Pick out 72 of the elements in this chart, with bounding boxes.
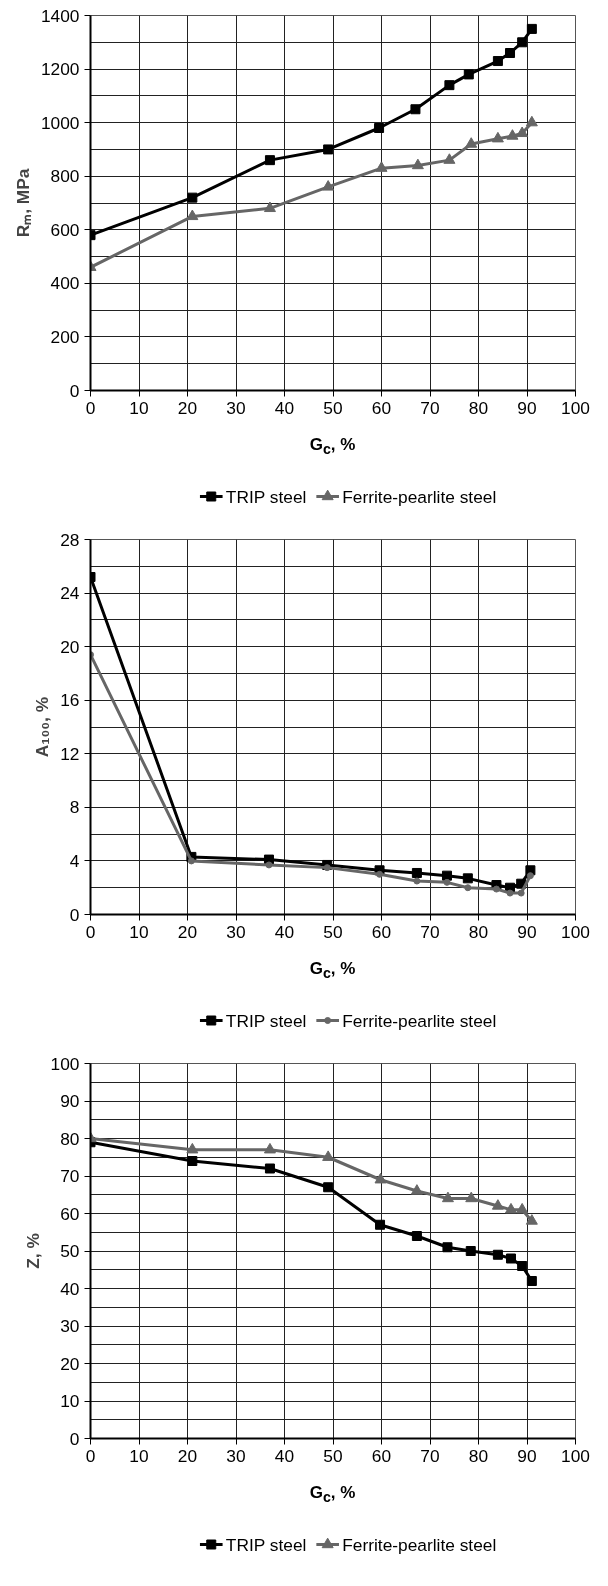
y-tick-label: 60 <box>60 1203 80 1224</box>
y-tick-label: 24 <box>60 583 80 604</box>
y-tick-label: 16 <box>60 690 80 711</box>
y-tick-label: 12 <box>60 743 80 764</box>
x-tick-label: 10 <box>129 397 149 418</box>
x-tick-label: 30 <box>226 1445 246 1466</box>
x-tick-label: 90 <box>517 397 537 418</box>
x-tick-label: 30 <box>226 397 246 418</box>
x-tick-label: 20 <box>177 1445 198 1466</box>
y-tick-label: 0 <box>69 904 80 925</box>
x-tick-label: 100 <box>561 921 590 942</box>
x-tick-label: 60 <box>371 921 392 942</box>
y-tick-label: 20 <box>60 636 80 657</box>
y-tick-label: 20 <box>60 1353 80 1374</box>
legend-label: TRIP steel <box>225 1010 307 1031</box>
y-tick-label: 70 <box>60 1166 80 1186</box>
x-tick-label: 0 <box>85 921 96 942</box>
y-tick-label: 800 <box>50 166 80 187</box>
x-tick-label: 80 <box>468 1445 489 1466</box>
x-tick-label: 10 <box>129 921 149 942</box>
x-tick-label: 80 <box>468 921 489 942</box>
x-tick-label: 0 <box>85 397 96 418</box>
y-tick-label: 30 <box>60 1316 80 1336</box>
y-tick-label: 600 <box>50 219 80 240</box>
y-tick-label: 1400 <box>40 5 80 26</box>
y-tick-label: 1200 <box>40 59 80 80</box>
y-axis-title: A₁₀₀, % <box>32 696 53 758</box>
y-tick-label: 90 <box>60 1091 80 1111</box>
y-tick-label: 200 <box>50 326 80 347</box>
x-tick-label: 50 <box>323 397 343 418</box>
y-tick-label: 4 <box>69 850 80 871</box>
x-tick-label: 60 <box>371 1445 392 1466</box>
x-tick-label: 20 <box>177 921 198 942</box>
y-tick-label: 40 <box>60 1278 80 1299</box>
y-tick-label: 10 <box>60 1391 80 1411</box>
legend-label: TRIP steel <box>225 1534 307 1555</box>
x-tick-label: 40 <box>274 1445 295 1466</box>
x-tick-label: 60 <box>371 397 392 418</box>
x-tick-label: 50 <box>323 1445 343 1466</box>
x-tick-label: 100 <box>561 1445 590 1466</box>
x-tick-label: 100 <box>561 397 590 418</box>
x-tick-label: 90 <box>517 921 537 942</box>
legend-label: Ferrite-pearlite steel <box>342 1010 497 1031</box>
y-tick-label: 80 <box>60 1128 80 1149</box>
x-tick-label: 70 <box>420 1445 440 1466</box>
y-tick-label: 50 <box>60 1241 80 1261</box>
legend-label: Ferrite-pearlite steel <box>342 1534 497 1555</box>
y-axis-title: Z, % <box>22 1233 43 1269</box>
x-tick-label: 10 <box>129 1445 149 1466</box>
y-tick-label: 1000 <box>40 112 80 133</box>
x-tick-label: 40 <box>274 921 295 942</box>
x-tick-label: 20 <box>177 397 198 418</box>
x-tick-label: 40 <box>274 397 295 418</box>
y-tick-label: 400 <box>50 273 80 294</box>
y-tick-label: 28 <box>60 529 80 550</box>
y-tick-label: 100 <box>50 1053 80 1074</box>
x-tick-label: 70 <box>420 397 440 418</box>
legend-label: Ferrite-pearlite steel <box>342 486 497 507</box>
y-tick-label: 8 <box>69 797 80 818</box>
legend-label: TRIP steel <box>225 486 307 507</box>
y-axis-title: Rₘ, MPa <box>12 168 33 238</box>
x-tick-label: 0 <box>85 1445 96 1466</box>
x-axis-title: G$_{c}$, % <box>309 434 356 460</box>
x-axis-title: G$_{c}$, % <box>309 1482 356 1508</box>
x-axis-title: G$_{c}$, % <box>309 958 356 984</box>
x-tick-label: 90 <box>517 1445 537 1466</box>
x-tick-label: 50 <box>323 921 343 942</box>
y-tick-label: 0 <box>69 380 80 401</box>
x-tick-label: 70 <box>420 921 440 942</box>
x-tick-label: 30 <box>226 921 246 942</box>
y-tick-label: 0 <box>69 1428 80 1449</box>
x-tick-label: 80 <box>468 397 489 418</box>
